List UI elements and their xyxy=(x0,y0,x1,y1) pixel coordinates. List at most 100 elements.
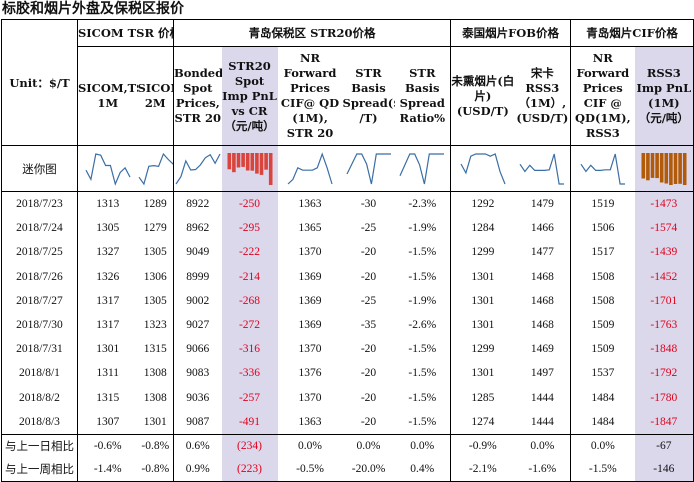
table-cell: 9083 xyxy=(186,367,210,380)
table-cell: -20 xyxy=(360,343,377,356)
price-table: Unit：$/T SICOM TSR 价格 青岛保税区 STR20价格 泰国烟片… xyxy=(1,19,694,482)
table-cell: 1444 xyxy=(514,385,572,410)
column-header-4: STR20 Spot Imp PnL vs CR（元/吨） xyxy=(221,46,278,146)
table-row: 2018/7/25 1327 1305 9049 -222 1370 -20 -1.5% 129… xyxy=(1,240,694,265)
summary-cell: -0.8% xyxy=(137,433,175,458)
table-cell: 1305 xyxy=(137,288,175,313)
table-cell: 1370 xyxy=(298,391,322,404)
table-cell: -20 xyxy=(360,246,377,259)
table-cell: 1301 xyxy=(471,270,495,283)
row-date: 2018/7/25 xyxy=(1,240,78,265)
table-cell: -2.6% xyxy=(394,312,452,338)
sparkline-cell-2 xyxy=(137,145,175,192)
summary-cell: 0.0% xyxy=(570,433,635,458)
table-cell: 1313 xyxy=(96,198,120,211)
table-row: 2018/8/1 1311 1308 9083 -336 1376 -20 -1.5% 1301… xyxy=(1,361,694,386)
sparkbar xyxy=(227,152,231,169)
table-cell: 1279 xyxy=(137,216,175,241)
table-cell: -35 xyxy=(360,319,377,332)
group-header-thai-fob: 泰国烟片FOB价格 xyxy=(450,19,572,47)
row-date: 2018/7/27 xyxy=(1,288,78,313)
sparkbar xyxy=(659,152,664,182)
table-cell: -1848 xyxy=(634,337,694,362)
table-cell: 1369 xyxy=(298,294,322,307)
table-cell: -214 xyxy=(221,264,278,289)
table-row: 2018/7/30 1317 1323 9027 -272 1369 -35 -2.6% 130… xyxy=(1,312,694,338)
table-cell: -20 xyxy=(360,391,377,404)
table-cell: -20 xyxy=(360,415,377,428)
table-cell: 1477 xyxy=(514,240,572,265)
sparkline-cell-10 xyxy=(570,145,635,192)
table-cell: 1444 xyxy=(514,409,572,435)
table-cell: -20 xyxy=(360,270,377,283)
sparkline xyxy=(399,152,445,184)
table-cell: 1326 xyxy=(96,270,120,283)
table-cell: -1.5% xyxy=(394,409,452,435)
table-cell: -1763 xyxy=(634,312,694,338)
group-header-qingdao-cif: 青岛烟片CIF价格 xyxy=(570,19,694,47)
sparkline-cell-9 xyxy=(514,145,572,192)
sparkbar xyxy=(655,152,659,178)
table-cell: -336 xyxy=(221,361,278,386)
table-cell: 1484 xyxy=(591,391,615,404)
table-cell: -295 xyxy=(221,216,278,241)
sparkline-cell-8 xyxy=(450,145,515,192)
table-cell: 1308 xyxy=(137,361,175,386)
sparkbar xyxy=(250,152,254,171)
row-date: 2018/7/30 xyxy=(1,312,78,338)
row-date: 2018/7/23 xyxy=(1,191,78,217)
table-cell: 1509 xyxy=(591,319,615,332)
row-date: 2018/7/31 xyxy=(1,337,78,362)
table-cell: 1497 xyxy=(514,361,572,386)
sparkbar xyxy=(664,152,668,183)
column-header-3: Bonded Spot Prices, STR 20 xyxy=(173,46,222,146)
table-cell: -257 xyxy=(221,385,278,410)
table-cell: 1370 xyxy=(298,343,322,356)
summary-cell: 0.0% xyxy=(277,433,343,458)
row-date: 2018/7/26 xyxy=(1,264,78,289)
table-cell: -20 xyxy=(360,367,377,380)
table-cell: 1468 xyxy=(514,312,572,338)
sparkbar xyxy=(682,152,687,185)
table-cell: -1.5% xyxy=(394,337,452,362)
sparkline xyxy=(175,153,221,184)
table-row: 2018/7/26 1326 1306 8999 -214 1369 -20 -1.5% 130… xyxy=(1,264,694,289)
table-cell: 1285 xyxy=(471,391,495,404)
column-header-1: SICOM,TSR, 1M xyxy=(77,46,138,146)
table-cell: -25 xyxy=(360,294,377,307)
sparkline xyxy=(85,152,131,186)
unit-header: Unit：$/T xyxy=(1,19,78,146)
table-cell: -1473 xyxy=(634,191,694,217)
table-cell: 1537 xyxy=(591,367,615,380)
table-cell: 1299 xyxy=(471,246,495,259)
sparkbar xyxy=(645,152,650,180)
sparkbar xyxy=(641,152,645,178)
table-cell: 1517 xyxy=(591,246,615,259)
table-cell: 1469 xyxy=(514,337,572,362)
table-cell: 1468 xyxy=(514,264,572,289)
table-cell: -268 xyxy=(221,288,278,313)
sparkline-chart xyxy=(345,152,391,184)
sparkline xyxy=(345,152,391,184)
page-title: 标胶和烟片外盘及保税区报价 xyxy=(2,1,184,17)
table-row: 2018/8/2 1315 1308 9036 -257 1370 -20 -1.5% 1285… xyxy=(1,385,694,410)
table-cell: 8962 xyxy=(186,222,210,235)
sparkline xyxy=(580,153,625,185)
table-cell: -1701 xyxy=(634,288,694,313)
table-cell: 1301 xyxy=(137,409,175,435)
sparkbar-chart xyxy=(227,152,273,185)
table-cell: 9066 xyxy=(186,343,210,356)
sparkbar xyxy=(668,152,673,185)
table-cell: -1.9% xyxy=(394,216,452,241)
summary-cell: 0.0% xyxy=(342,433,395,458)
table-cell: 1484 xyxy=(591,415,615,428)
table-cell: 1306 xyxy=(137,264,175,289)
table-cell: 9049 xyxy=(186,246,210,259)
group-header-qingdao-str20: 青岛保税区 STR20价格 xyxy=(173,19,452,47)
sparkbar xyxy=(240,152,245,167)
table-cell: 1284 xyxy=(471,222,495,235)
summary-cell: 0.6% xyxy=(173,433,222,458)
sparkline xyxy=(138,152,173,185)
summary-row: 与上一日相比 -0.6% -0.8% 0.6% (234) 0.0% 0.0% 0.0% -0.… xyxy=(1,433,694,458)
table-cell: 1315 xyxy=(137,337,175,362)
